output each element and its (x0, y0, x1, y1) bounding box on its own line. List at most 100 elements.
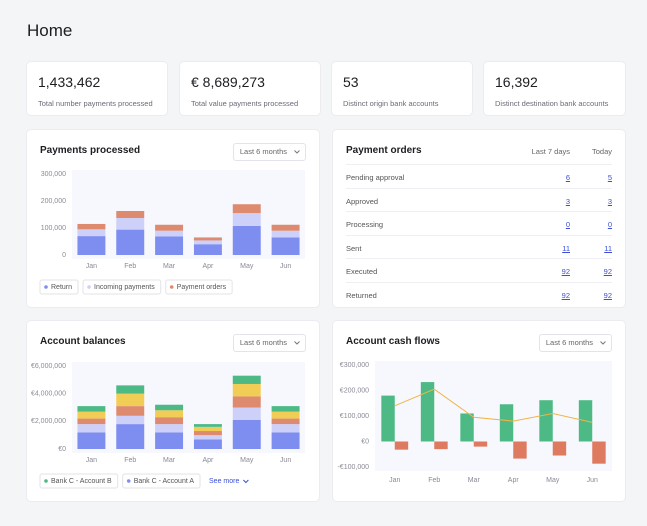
bar (232, 204, 261, 214)
panel: 0 100,000 200,000 300,000 Jan Feb Mar Apr May Jun… (27, 130, 319, 307)
count-link[interactable]: 3 (565, 196, 570, 206)
table-row: Approved 3 3 (346, 187, 612, 212)
x-tick-label: Apr (202, 457, 214, 464)
legend-box (165, 279, 233, 295)
range-dropdown[interactable]: Last 6 months (232, 334, 306, 352)
bar (155, 230, 184, 237)
range-dropdown[interactable]: Last 6 months (538, 334, 612, 352)
bar (193, 424, 222, 427)
plot-background (72, 362, 305, 453)
bar (77, 236, 106, 255)
bar (155, 410, 184, 418)
bar (552, 441, 567, 456)
kpi-value: € 8,689,273 (191, 74, 265, 90)
bar (116, 218, 145, 230)
y-tick-label: €2,000,000 (31, 418, 66, 425)
dropdown-label: Last 6 months (239, 147, 287, 156)
bar (232, 407, 261, 420)
kpi-label: Total number payments processed (38, 99, 153, 108)
legend-box (39, 279, 79, 295)
bar (460, 413, 474, 442)
x-tick-label: Jan (86, 457, 97, 464)
chevron (294, 341, 300, 345)
legend-item: Incoming payments (82, 279, 162, 295)
bar (271, 230, 300, 238)
count-link[interactable]: 92 (561, 267, 570, 276)
count-link[interactable]: 5 (607, 173, 612, 182)
bar (155, 224, 184, 231)
x-tick-label: Mar (163, 263, 176, 270)
y-tick-label: €100,000 (340, 413, 369, 420)
bar (77, 418, 106, 425)
see-more-link[interactable]: See more (209, 478, 239, 485)
panel-title: Account cash flows (346, 336, 440, 347)
bar (77, 229, 106, 237)
count-link[interactable]: 6 (565, 173, 570, 182)
bar (77, 411, 106, 419)
x-tick-label: Apr (202, 263, 214, 270)
row-label: Returned (346, 290, 377, 300)
bar (116, 424, 145, 449)
bar (232, 419, 261, 449)
bar (155, 236, 184, 255)
bar (513, 441, 527, 459)
bar (155, 404, 184, 411)
count-link[interactable]: 11 (562, 243, 570, 253)
plot-background (72, 170, 305, 259)
bar (193, 439, 222, 449)
bar (116, 415, 145, 425)
count-link[interactable]: 92 (603, 267, 612, 276)
column-header: Today (591, 147, 612, 156)
bar (499, 404, 514, 442)
y-tick-label: 0 (62, 252, 66, 259)
chevron (600, 341, 606, 345)
chevron (243, 479, 249, 484)
legend-dot (44, 479, 48, 483)
y-tick-label: €200,000 (340, 387, 369, 394)
row-label: Processing (346, 220, 384, 229)
bar (116, 229, 145, 255)
panel: €0 €2,000,000 €4,000,000 €6,000,000 Jan Feb Ma… (27, 321, 319, 501)
dropdown-label: Last 6 months (239, 338, 287, 347)
x-tick-label: Apr (508, 477, 520, 484)
bar (232, 375, 261, 384)
legend-label: Return (51, 284, 72, 291)
kpi-card: 53 Distinct origin bank accounts (332, 62, 472, 115)
page-title: Home (27, 21, 73, 40)
table-row: Returned 92 92 (346, 281, 612, 306)
bar (434, 441, 448, 450)
x-tick-label: Jun (280, 457, 291, 464)
count-link[interactable]: 0 (607, 220, 612, 229)
table-row: Executed 92 92 (346, 258, 612, 282)
y-tick-label: 300,000 (41, 171, 66, 178)
x-tick-label: Jan (389, 477, 400, 484)
bar (155, 432, 184, 449)
kpi-value: 53 (343, 74, 359, 90)
bar (155, 417, 184, 425)
x-tick-label: May (546, 477, 560, 484)
count-link[interactable]: 92 (603, 290, 612, 300)
table-row: Sent 11 11 (346, 234, 612, 259)
range-dropdown[interactable]: Last 6 months (232, 143, 306, 161)
bar (271, 432, 300, 449)
count-link[interactable]: 92 (561, 290, 570, 300)
bar (232, 383, 261, 397)
bar (271, 406, 300, 412)
bar (271, 224, 300, 231)
x-tick-label: Mar (163, 457, 176, 464)
count-link[interactable]: 0 (565, 220, 570, 229)
legend-box (82, 279, 162, 295)
bar (116, 393, 145, 407)
kpi-label: Total value payments processed (191, 99, 299, 108)
bar (193, 431, 222, 436)
count-link[interactable]: 11 (604, 243, 612, 253)
legend-item: Bank C - Account A (122, 473, 201, 489)
y-tick-label: €300,000 (340, 362, 369, 369)
count-link[interactable]: 3 (607, 196, 612, 206)
bar (77, 223, 106, 230)
x-tick-label: Feb (428, 477, 440, 484)
bar (539, 400, 553, 442)
legend-item: Payment orders (165, 279, 233, 295)
kpi-card: 16,392 Distinct destination bank account… (484, 62, 625, 115)
